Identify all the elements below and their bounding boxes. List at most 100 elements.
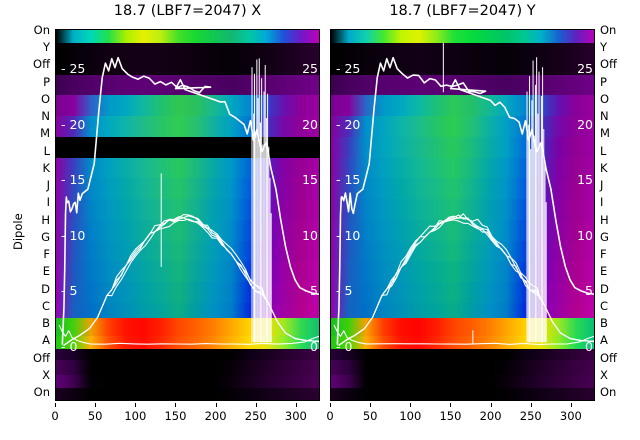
x-axis-tick (255, 403, 257, 407)
trace-lower-baseline (58, 324, 319, 345)
category-tick-label-right: F (600, 247, 607, 262)
heatmap-band (56, 74, 319, 97)
x-axis-tick (295, 403, 297, 407)
x-axis-tick (450, 403, 452, 407)
trace-upper-envelope (336, 56, 594, 345)
category-tick-label-right: B (600, 316, 608, 331)
x-axis-tick-label: 50 (362, 409, 378, 423)
heatmap-band (56, 359, 319, 376)
category-tick-label-left: G (41, 229, 50, 244)
x-axis-tick-label: 250 (519, 409, 542, 423)
panel-title-y: 18.7 (LBF7=2047) Y (389, 3, 536, 19)
category-tick-label-right: P (600, 74, 607, 89)
category-tick-label-left: H (41, 212, 50, 227)
category-tick-label-right: G (600, 229, 609, 244)
heatmap-band (56, 388, 319, 400)
x-axis-tick-label: 100 (124, 409, 147, 423)
heatmap-band (331, 42, 594, 76)
x-axis-tick (490, 403, 492, 407)
category-tick-label-left: X (42, 367, 50, 382)
category-tick-label-left: P (43, 74, 50, 89)
category-tick-label-left: D (41, 281, 50, 296)
category-tick-label-left: M (40, 126, 50, 141)
category-tick-label-right: C (600, 298, 609, 313)
category-tick-label-right: O (600, 91, 610, 106)
x-axis-tick (530, 403, 532, 407)
category-tick-label-left: C (41, 298, 50, 313)
category-tick-label-right: E (600, 264, 608, 279)
category-tick-label-right: X (600, 367, 608, 382)
heatmap-band (331, 30, 594, 44)
heatmap-band (56, 42, 319, 76)
trace-arch-3 (63, 215, 319, 346)
x-axis-tick (215, 403, 217, 407)
category-tick-label-left: N (41, 109, 50, 124)
x-axis-tick (135, 403, 137, 407)
x-axis-tick-label: 0 (51, 409, 59, 423)
x-axis-tick-label: 300 (284, 409, 307, 423)
panel-title-x: 18.7 (LBF7=2047) X (113, 3, 262, 19)
category-tick-label-left: Off (33, 350, 50, 365)
x-axis-tick-label: 50 (87, 409, 103, 423)
category-tick-label-right: A (600, 333, 608, 348)
spectrogram-axes-x[interactable] (55, 29, 320, 401)
category-tick-label-left: J (46, 178, 50, 193)
category-tick-label-left: Off (33, 57, 50, 72)
heatmap-band (331, 359, 594, 376)
heatmap-band (331, 74, 594, 97)
category-tick-label-right: I (600, 195, 604, 210)
heatmap-band (331, 349, 594, 361)
x-axis-tick (175, 403, 177, 407)
trace-arch-0 (338, 219, 594, 346)
category-tick-label-left: L (43, 143, 50, 158)
category-tick-label-right: K (600, 160, 608, 175)
x-axis-tick (95, 403, 97, 407)
x-axis-tick-label: 300 (559, 409, 582, 423)
trace-arch-3 (338, 213, 594, 346)
trace-lower-baseline (333, 324, 594, 345)
category-tick-label-right: D (600, 281, 609, 296)
x-axis-tick (330, 403, 331, 407)
x-axis-tick-label: 200 (204, 409, 227, 423)
heatmap-band (331, 388, 594, 400)
heatmap-band (56, 375, 319, 389)
x-axis-tick-label: 250 (244, 409, 267, 423)
overlay-traces (58, 56, 319, 346)
category-tick-label-right: Y (600, 40, 608, 55)
category-tick-label-left: Y (42, 40, 50, 55)
category-tick-label-left: E (42, 264, 50, 279)
x-axis-tick-label: 0 (326, 409, 334, 423)
category-tick-label-right: M (600, 126, 610, 141)
category-tick-label-right: N (600, 109, 609, 124)
category-tick-label-left: On (33, 385, 50, 399)
x-axis-tick-label: 150 (439, 409, 462, 423)
heatmap-band (56, 30, 319, 44)
trace-upper-envelope (61, 56, 319, 345)
overlay-traces (333, 42, 594, 346)
category-tick-label-right: Off (600, 57, 617, 72)
heatmap-band (331, 95, 594, 117)
x-axis-tick-label: 200 (479, 409, 502, 423)
heatmap-band (56, 349, 319, 361)
category-tick-label-right: On (600, 23, 617, 37)
category-tick-label-left: O (40, 91, 50, 106)
category-tick-label-right: Off (600, 350, 617, 365)
heatmap-band (331, 375, 594, 389)
category-tick-label-right: On (600, 385, 617, 399)
category-tick-label-right: J (600, 178, 604, 193)
x-axis-tick (570, 403, 572, 407)
x-axis-tick (370, 403, 372, 407)
trace-arch-0 (63, 218, 319, 346)
x-axis-tick (410, 403, 412, 407)
category-tick-label-left: On (33, 23, 50, 37)
x-axis-tick-label: 150 (164, 409, 187, 423)
category-tick-label-left: B (42, 316, 50, 331)
category-tick-label-right: H (600, 212, 609, 227)
category-tick-label-left: K (42, 160, 50, 175)
category-tick-label-right: L (600, 143, 607, 158)
heatmap-band (56, 95, 319, 117)
category-tick-label-left: I (46, 195, 50, 210)
spectrogram-axes-y[interactable] (330, 29, 595, 401)
x-axis-tick (55, 403, 56, 407)
